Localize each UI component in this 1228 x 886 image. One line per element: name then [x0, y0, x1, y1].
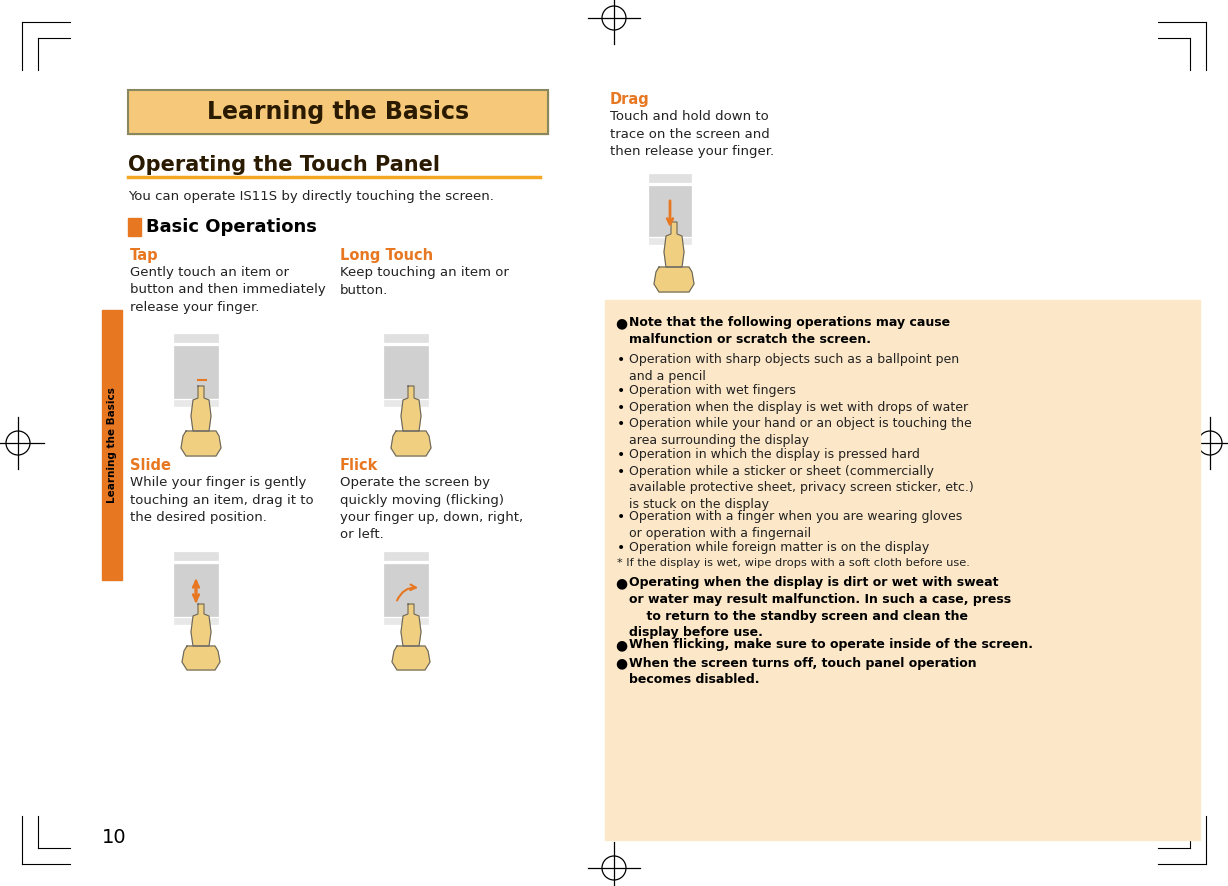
Bar: [128, 218, 141, 236]
Bar: [174, 334, 219, 342]
Text: Operation with a finger when you are wearing gloves
or operation with a fingerna: Operation with a finger when you are wea…: [629, 510, 963, 540]
Text: Operation while a sticker or sheet (commercially
available protective sheet, pri: Operation while a sticker or sheet (comm…: [629, 464, 974, 511]
Text: Operation when the display is wet with drops of water: Operation when the display is wet with d…: [629, 400, 968, 414]
Text: Operating when the display is dirt or wet with sweat
or water may result malfunc: Operating when the display is dirt or we…: [629, 576, 1011, 640]
Text: Operate the screen by
quickly moving (flicking)
your finger up, down, right,
or : Operate the screen by quickly moving (fl…: [340, 476, 523, 541]
Text: ●: ●: [615, 657, 628, 671]
Text: Operation while your hand or an object is touching the
area surrounding the disp: Operation while your hand or an object i…: [629, 417, 971, 447]
Bar: [650, 186, 691, 236]
Bar: [379, 548, 432, 628]
Text: •: •: [616, 384, 625, 398]
Polygon shape: [182, 646, 220, 670]
Text: •: •: [616, 448, 625, 462]
Text: ●: ●: [615, 576, 628, 590]
Bar: [650, 238, 691, 244]
Text: Operation in which the display is pressed hard: Operation in which the display is presse…: [629, 448, 920, 461]
Text: Operation while foreign matter is on the display: Operation while foreign matter is on the…: [629, 541, 930, 554]
Bar: [384, 552, 429, 560]
Bar: [384, 400, 429, 406]
Bar: [384, 618, 429, 624]
Text: Learning the Basics: Learning the Basics: [107, 387, 117, 503]
Text: Slide: Slide: [130, 458, 171, 473]
Bar: [174, 618, 219, 624]
Bar: [605, 300, 1200, 840]
Bar: [169, 330, 222, 410]
Text: Operating the Touch Panel: Operating the Touch Panel: [128, 155, 440, 175]
Text: 10: 10: [102, 828, 126, 847]
Text: When the screen turns off, touch panel operation
becomes disabled.: When the screen turns off, touch panel o…: [629, 657, 976, 687]
Text: * If the display is wet, wipe drops with a soft cloth before use.: * If the display is wet, wipe drops with…: [616, 557, 970, 568]
Bar: [174, 564, 219, 616]
Text: •: •: [616, 417, 625, 431]
Text: ●: ●: [615, 316, 628, 330]
Bar: [384, 564, 429, 616]
Text: Operation with sharp objects such as a ballpoint pen
and a pencil: Operation with sharp objects such as a b…: [629, 353, 959, 383]
Bar: [128, 90, 548, 134]
Text: •: •: [616, 510, 625, 524]
Text: Long Touch: Long Touch: [340, 248, 433, 263]
Bar: [379, 330, 432, 410]
Text: While your finger is gently
touching an item, drag it to
the desired position.: While your finger is gently touching an …: [130, 476, 313, 524]
Text: •: •: [616, 464, 625, 478]
Bar: [174, 400, 219, 406]
Text: Flick: Flick: [340, 458, 378, 473]
Polygon shape: [402, 604, 421, 646]
Polygon shape: [391, 431, 431, 456]
Text: You can operate IS11S by directly touching the screen.: You can operate IS11S by directly touchi…: [128, 190, 494, 203]
Bar: [169, 548, 222, 628]
Text: Operation with wet fingers: Operation with wet fingers: [629, 384, 796, 397]
Text: Keep touching an item or
button.: Keep touching an item or button.: [340, 266, 508, 297]
Text: •: •: [616, 541, 625, 555]
Polygon shape: [664, 222, 684, 267]
Polygon shape: [392, 646, 430, 670]
Text: Basic Operations: Basic Operations: [146, 218, 317, 236]
Bar: [650, 174, 691, 182]
Text: Note that the following operations may cause
malfunction or scratch the screen.: Note that the following operations may c…: [629, 316, 950, 346]
Bar: [384, 346, 429, 398]
Text: When flicking, make sure to operate inside of the screen.: When flicking, make sure to operate insi…: [629, 638, 1033, 651]
Polygon shape: [192, 604, 211, 646]
Bar: [384, 334, 429, 342]
Polygon shape: [655, 267, 694, 292]
Text: •: •: [616, 353, 625, 367]
Text: Learning the Basics: Learning the Basics: [208, 100, 469, 124]
Text: Drag: Drag: [610, 92, 650, 107]
Text: Tap: Tap: [130, 248, 158, 263]
Polygon shape: [402, 386, 421, 431]
Text: ●: ●: [615, 638, 628, 652]
Bar: [102, 310, 122, 580]
Bar: [174, 346, 219, 398]
Bar: [128, 90, 548, 134]
Polygon shape: [192, 386, 211, 431]
Text: •: •: [616, 400, 625, 415]
Text: Gently touch an item or
button and then immediately
release your finger.: Gently touch an item or button and then …: [130, 266, 325, 314]
Bar: [174, 552, 219, 560]
Text: Touch and hold down to
trace on the screen and
then release your finger.: Touch and hold down to trace on the scre…: [610, 110, 774, 158]
Bar: [645, 170, 695, 248]
Polygon shape: [181, 431, 221, 456]
